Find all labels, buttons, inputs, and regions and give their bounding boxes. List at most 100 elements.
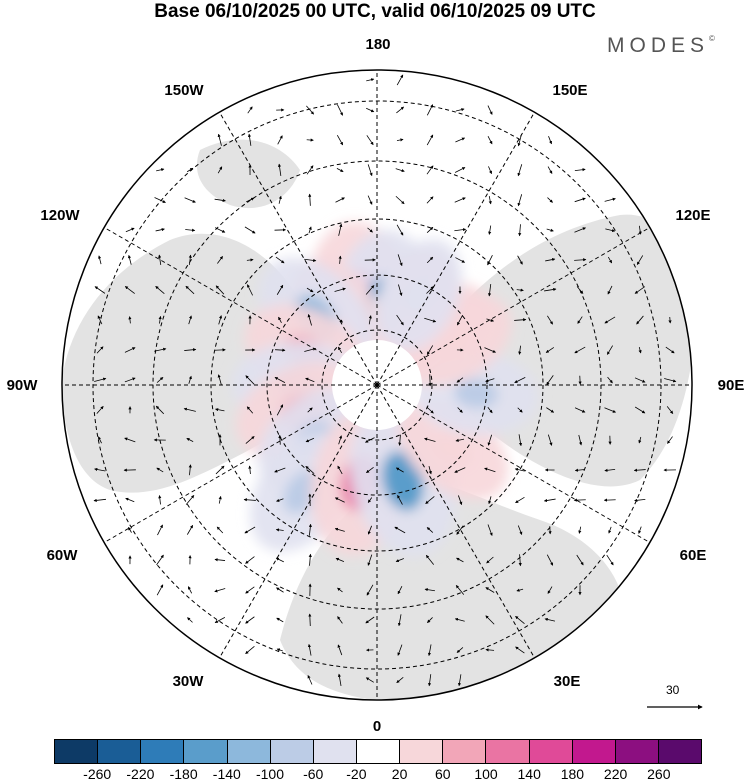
wind-arrow: [276, 404, 284, 416]
wind-arrow: [308, 193, 312, 206]
wind-arrow: [426, 226, 434, 233]
wind-arrow: [156, 584, 164, 596]
wind-arrow: [486, 318, 495, 322]
colorbar-segment: [443, 740, 487, 763]
wind-arrow: [244, 226, 256, 234]
wind-arrow: [547, 315, 553, 325]
wind-arrow: [638, 346, 642, 354]
wind-arrow: [455, 584, 465, 595]
wind-arrow: [128, 526, 132, 533]
wind-arrow: [367, 497, 373, 503]
wind-arrow: [158, 254, 162, 265]
wind-arrow: [217, 256, 223, 264]
lon-label-90w: 90W: [6, 377, 38, 394]
meridian-60: [376, 384, 651, 543]
wind-arrow: [454, 467, 466, 473]
wind-arrow: [455, 438, 465, 442]
wind-arrow: [214, 348, 226, 352]
wind-arrow: [338, 223, 343, 236]
wind-arrow: [277, 135, 283, 145]
wind-arrow: [574, 468, 585, 472]
wind-arrow: [457, 674, 462, 687]
wind-arrow: [426, 527, 434, 533]
wind-arrow: [633, 468, 646, 472]
wind-arrow: [246, 258, 254, 262]
wind-arrow: [487, 434, 493, 446]
wind-arrow: [214, 617, 226, 623]
wind-arrow: [548, 136, 553, 145]
wind-arrow: [454, 228, 467, 232]
wind-arrow: [488, 166, 492, 175]
wind-arrow: [277, 163, 282, 176]
wind-arrow: [124, 377, 136, 383]
wind-arrow: [574, 258, 587, 262]
wind-arrow: [638, 436, 642, 444]
wind-arrow: [125, 497, 135, 503]
wind-arrow: [515, 646, 525, 654]
meridian-300: [103, 384, 378, 543]
anomaly-field: [232, 221, 539, 557]
wind-arrow: [455, 137, 466, 143]
wind-arrow: [337, 587, 343, 593]
colorbar-segment: [313, 740, 357, 763]
wind-arrow: [246, 406, 254, 414]
wind-arrow: [157, 524, 163, 536]
wind-arrow: [127, 254, 132, 265]
wind-arrow: [367, 525, 373, 535]
wind-arrow: [275, 528, 284, 532]
wind-arrow: [337, 673, 342, 686]
wind-arrow: [668, 316, 672, 324]
wind-arrow: [574, 227, 587, 233]
wind-arrow: [425, 554, 435, 565]
wind-arrow: [188, 315, 193, 325]
colorbar-tick-label: -60: [303, 766, 324, 782]
wind-scale-label: 30: [666, 683, 680, 697]
wind-arrow: [307, 407, 313, 413]
wind-arrow: [338, 255, 342, 264]
wind-vectors: [93, 74, 677, 687]
wind-arrow: [578, 434, 583, 446]
wind-arrow: [334, 527, 345, 532]
wind-arrow: [427, 674, 432, 687]
colorbar-tick-label: 220: [603, 766, 628, 782]
wind-arrow: [275, 348, 286, 352]
wind-arrow: [396, 74, 404, 86]
wind-arrow: [186, 438, 194, 442]
wind-arrow: [187, 617, 193, 623]
polar-stereographic-map: [61, 69, 703, 710]
wind-arrow: [605, 228, 616, 233]
wind-arrow: [397, 254, 403, 267]
wind-arrow: [424, 588, 435, 592]
wind-arrow: [307, 643, 312, 656]
wind-arrow: [578, 526, 582, 534]
wind-arrow: [515, 496, 525, 504]
colorbar-tick-label: -20: [346, 766, 367, 782]
wind-arrow: [274, 467, 286, 473]
colorbar-segment: [184, 740, 228, 763]
wind-arrow: [456, 377, 464, 383]
wind-arrow: [514, 377, 526, 383]
wind-arrow: [275, 256, 285, 264]
colorbar-segment: [658, 740, 702, 763]
wind-arrow: [217, 166, 223, 174]
wind-arrow: [487, 406, 493, 414]
copyright-mark: ©: [709, 34, 715, 43]
wind-arrow: [184, 197, 196, 203]
wind-arrow: [457, 314, 463, 326]
lon-label-120w: 120W: [40, 207, 80, 224]
meridian-210: [219, 111, 378, 386]
wind-arrow: [156, 467, 164, 473]
wind-arrow: [183, 407, 196, 412]
wind-arrow: [574, 407, 586, 413]
wind-arrow: [606, 345, 614, 355]
wind-arrow: [426, 104, 434, 116]
wind-arrow: [398, 434, 402, 446]
wind-arrow: [244, 526, 256, 534]
colorbar-tick-label: -140: [212, 766, 241, 782]
wind-arrow: [517, 164, 523, 177]
wind-arrow: [424, 437, 436, 442]
wind-arrow: [335, 557, 345, 563]
wind-arrow: [217, 133, 222, 146]
wind-arrow: [606, 554, 614, 566]
colorbar-tick-label: 180: [560, 766, 585, 782]
